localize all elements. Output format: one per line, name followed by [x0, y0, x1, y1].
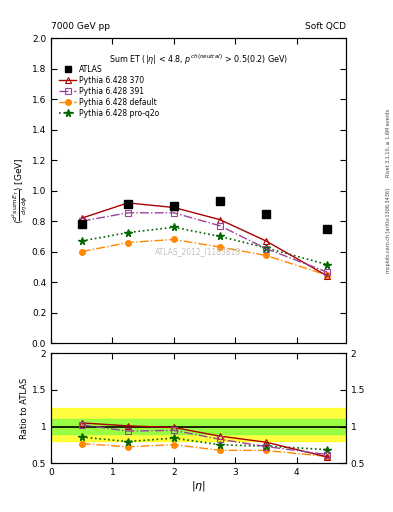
Y-axis label: $\langle\frac{d^2\mathrm{sum}\,E_T}{d\eta\,d\phi}\rangle$ [GeV]: $\langle\frac{d^2\mathrm{sum}\,E_T}{d\et…: [11, 157, 31, 224]
Text: Soft QCD: Soft QCD: [305, 22, 346, 31]
X-axis label: $|\eta|$: $|\eta|$: [191, 479, 206, 493]
Y-axis label: Ratio to ATLAS: Ratio to ATLAS: [20, 378, 29, 439]
Bar: [51, 409, 346, 441]
Text: 7000 GeV pp: 7000 GeV pp: [51, 22, 110, 31]
Legend: ATLAS, Pythia 6.428 370, Pythia 6.428 391, Pythia 6.428 default, Pythia 6.428 pr: ATLAS, Pythia 6.428 370, Pythia 6.428 39…: [58, 63, 161, 119]
Text: mcplots.cern.ch [arXiv:1306.3436]: mcplots.cern.ch [arXiv:1306.3436]: [386, 188, 391, 273]
Bar: [51, 419, 346, 434]
Text: ATLAS_2012_I1183818: ATLAS_2012_I1183818: [155, 247, 242, 256]
Text: Rivet 3.1.10, ≥ 1.6M events: Rivet 3.1.10, ≥ 1.6M events: [386, 109, 391, 178]
Text: Sum ET ($|\eta|$ < 4.8, $p^{ch(neutral)}$ > 0.5(0.2) GeV): Sum ET ($|\eta|$ < 4.8, $p^{ch(neutral)}…: [109, 52, 288, 67]
